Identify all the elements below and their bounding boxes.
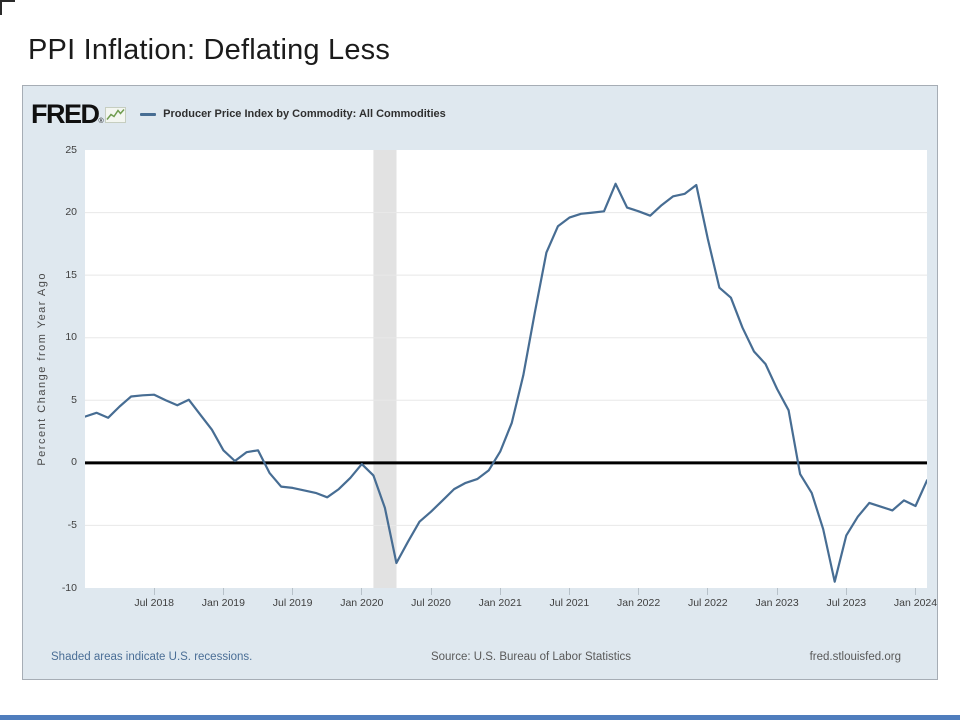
x-tick-label: Jan 2024 [893,597,938,609]
registered-mark: ® [98,117,104,125]
x-tick-label: Jan 2022 [616,597,661,609]
x-tick-mark [915,588,916,595]
y-tick-label: -10 [61,581,77,594]
x-tick-mark [361,588,363,595]
fred-logo-chart-icon [105,106,127,128]
y-tick-label: 10 [65,331,77,344]
x-tick-label: Jan 2021 [478,597,522,609]
x-tick-mark [292,588,294,595]
source-text: Source: U.S. Bureau of Labor Statistics [430,651,632,663]
x-tick-label: Jan 2023 [755,597,799,609]
recession-band [373,150,397,588]
y-tick-label: 5 [71,393,77,406]
x-tick-mark [499,588,501,595]
legend-series-label: Producer Price Index by Commodity: All C… [163,108,446,120]
fred-site-link[interactable]: fred.stlouisfed.org [809,651,901,663]
x-tick-label: Jul 2020 [411,597,451,609]
y-tick-label: 0 [71,456,77,469]
recessions-link[interactable]: Shaded areas indicate U.S. recessions. [51,651,253,663]
x-tick-label: Jul 2021 [549,597,590,609]
chart-footer: Shaded areas indicate U.S. recessions. S… [23,647,937,667]
y-tick-label: 15 [65,268,77,281]
fred-chart-panel: FRED® Producer Price Index by Commodity:… [22,85,938,680]
x-axis-tick-labels: Jul 2018 Jan 2019 Jul 2019 Jan 2020 Jul 2020… [85,588,937,618]
bottom-blue-strip [0,715,960,720]
fred-logo-text: FRED [31,98,100,129]
x-tick-mark [707,588,709,595]
x-tick-label: Jan 2019 [201,597,245,609]
x-tick-label: Jul 2023 [826,597,867,609]
y-axis-tick-labels: 25 20 15 10 5 0 -5 -10 [37,144,77,594]
legend-line-swatch [140,112,157,116]
y-tick-label: 20 [65,206,77,219]
chart-svg [85,150,927,588]
x-tick-mark [638,588,640,595]
fred-logo: FRED® [31,98,104,129]
chart-legend: Producer Price Index by Commodity: All C… [140,108,446,120]
x-tick-mark [430,588,432,595]
x-tick-mark [222,588,224,595]
y-tick-label: 25 [65,143,77,156]
x-tick-label: Jul 2022 [687,597,728,609]
x-tick-mark [845,588,847,595]
top-left-crop-mark [0,0,15,15]
chart-header: FRED® Producer Price Index by Commodity:… [31,94,929,134]
y-tick-label: -5 [67,518,77,531]
x-tick-label: Jul 2019 [272,597,313,609]
data-line [85,182,927,583]
x-tick-mark [568,588,570,595]
x-tick-mark [776,588,778,595]
slide-title: PPI Inflation: Deflating Less [28,34,391,66]
plot-area [85,150,927,588]
x-tick-label: Jan 2020 [340,597,384,609]
x-tick-mark [153,588,155,595]
x-tick-label: Jul 2018 [134,597,175,609]
